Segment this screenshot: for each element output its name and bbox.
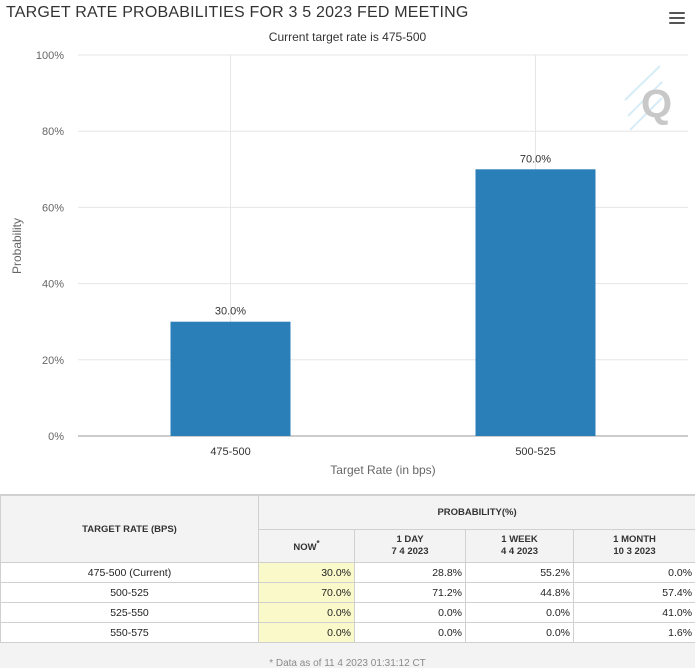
y-tick-label: 40%	[42, 279, 64, 291]
table-row: 475-500 (Current) 30.0% 28.8% 55.2% 0.0%	[0, 562, 695, 583]
probability-table-container: TARGET RATE (BPS) PROBABILITY(%) NOW* 1 …	[0, 494, 695, 668]
bar[interactable]	[170, 321, 291, 436]
value-cell: 1.6%	[572, 622, 695, 643]
rate-cell: 550-575	[0, 622, 259, 643]
bar-series: 30.0% 70.0%	[170, 153, 596, 437]
rate-cell: 500-525	[0, 582, 259, 603]
value-cell: 44.8%	[465, 582, 574, 603]
probability-bar-chart: Q 0% 20% 40% 60% 80% 100% 30.0% 70.0% 475-500 5…	[10, 50, 688, 477]
chart-subtitle: Current target rate is 475-500	[268, 30, 427, 44]
probability-table: TARGET RATE (BPS) PROBABILITY(%) NOW* 1 …	[0, 495, 695, 643]
value-cell: 55.2%	[465, 562, 574, 583]
x-tick-label: 475-500	[210, 446, 250, 458]
value-cell: 0.0%	[465, 622, 574, 643]
table-row: 525-550 0.0% 0.0% 0.0% 41.0%	[0, 602, 695, 623]
now-cell: 70.0%	[258, 582, 355, 603]
x-axis-label: Target Rate (in bps)	[330, 463, 435, 477]
col-header-1-day: 1 DAY 7 4 2023	[354, 529, 466, 563]
value-cell: 41.0%	[572, 602, 695, 623]
probability-column-header: PROBABILITY(%)	[257, 495, 695, 530]
y-tick-label: 80%	[42, 126, 64, 138]
y-axis-ticks: 0% 20% 40% 60% 80% 100%	[36, 50, 64, 443]
col-header-now: NOW*	[258, 529, 355, 563]
chart-title: TARGET RATE PROBABILITIES FOR 3 5 2023 F…	[6, 4, 469, 21]
data-timestamp-footnote: * Data as of 11 4 2023 01:31:12 CT	[269, 658, 426, 668]
col-header-1-week: 1 WEEK 4 4 2023	[465, 529, 574, 563]
y-tick-label: 100%	[36, 50, 64, 62]
col-header-1-month: 1 MONTH 10 3 2023	[572, 529, 695, 563]
value-cell: 28.8%	[354, 562, 466, 583]
rate-cell: 475-500 (Current)	[0, 562, 259, 583]
y-axis-label: Probability	[10, 218, 24, 274]
now-cell: 0.0%	[258, 602, 355, 623]
table-row: 550-575 0.0% 0.0% 0.0% 1.6%	[0, 622, 695, 643]
svg-text:Q: Q	[641, 82, 672, 126]
bar-data-label: 70.0%	[520, 153, 551, 165]
value-cell: 0.0%	[354, 602, 466, 623]
rate-cell: 525-550	[0, 602, 259, 623]
value-cell: 0.0%	[354, 622, 466, 643]
rate-column-header: TARGET RATE (BPS)	[0, 495, 259, 563]
chart-grid	[78, 54, 688, 437]
y-tick-label: 0%	[48, 431, 64, 443]
y-tick-label: 60%	[42, 202, 64, 214]
hamburger-menu-icon[interactable]	[669, 12, 685, 25]
now-cell: 30.0%	[258, 562, 355, 583]
table-row: 500-525 70.0% 71.2% 44.8% 57.4%	[0, 582, 695, 603]
value-cell: 0.0%	[465, 602, 574, 623]
value-cell: 0.0%	[572, 562, 695, 583]
bar-data-label: 30.0%	[215, 306, 246, 318]
x-axis-ticks: 475-500 500-525	[210, 446, 555, 458]
now-cell: 0.0%	[258, 622, 355, 643]
bar[interactable]	[475, 169, 596, 437]
x-tick-label: 500-525	[515, 446, 555, 458]
cme-q-logo-icon: Q	[624, 65, 672, 131]
y-tick-label: 20%	[42, 355, 64, 367]
value-cell: 57.4%	[572, 582, 695, 603]
value-cell: 71.2%	[354, 582, 466, 603]
